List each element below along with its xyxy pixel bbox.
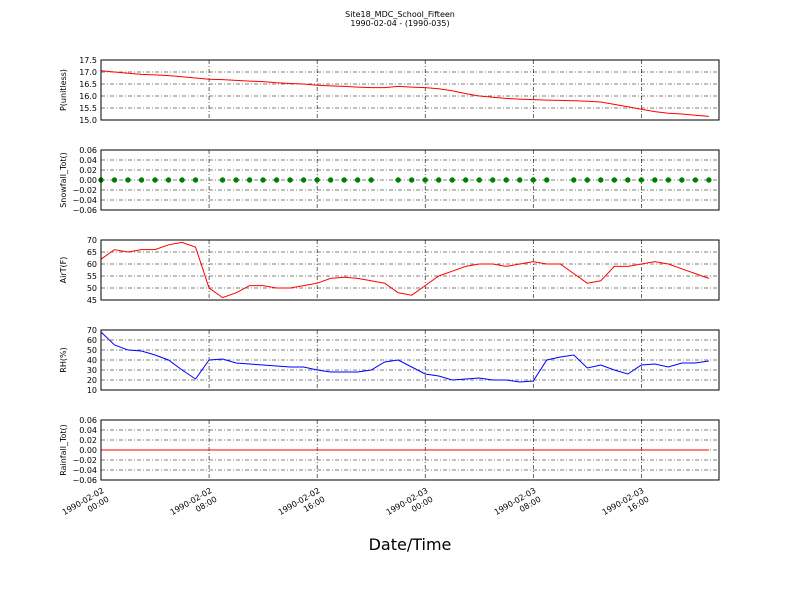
y-axis-label: AirT(F)	[59, 257, 68, 284]
data-point	[625, 177, 631, 183]
y-tick-label: 0.06	[79, 416, 97, 425]
y-tick-label: 50	[87, 284, 97, 293]
y-tick-label: −0.02	[72, 456, 97, 465]
data-point	[152, 177, 158, 183]
y-tick-label: 0.00	[79, 176, 97, 185]
y-tick-label: −0.04	[72, 466, 97, 475]
data-point	[368, 177, 374, 183]
data-point	[436, 177, 442, 183]
y-tick-label: 16.0	[79, 92, 97, 101]
data-point	[395, 177, 401, 183]
y-tick-label: 45	[87, 296, 97, 305]
data-point	[314, 177, 320, 183]
y-tick-label: 0.06	[79, 146, 97, 155]
y-axis-label: Rainfall_Tot()	[59, 424, 68, 476]
data-point	[233, 177, 239, 183]
data-point	[544, 177, 550, 183]
y-tick-label: 60	[87, 260, 97, 269]
data-point	[287, 177, 293, 183]
y-tick-label: 0.04	[79, 426, 97, 435]
y-tick-label: 17.0	[79, 68, 97, 77]
data-point	[354, 177, 361, 183]
y-tick-label: 0.04	[79, 156, 97, 165]
data-point	[490, 177, 496, 183]
data-point	[341, 177, 347, 183]
data-point	[679, 177, 685, 183]
chart-title: Site18_MDC_School_Fifteen	[345, 10, 455, 19]
data-point	[111, 177, 118, 183]
data-point	[165, 177, 172, 183]
y-tick-label: 40	[87, 356, 97, 365]
data-point	[300, 177, 307, 183]
plot-frame	[100, 59, 720, 121]
y-axis-label: P(unitless)	[59, 69, 68, 111]
data-line	[100, 70, 709, 117]
data-point	[408, 177, 415, 183]
data-point	[530, 177, 536, 183]
data-point	[125, 177, 131, 183]
data-point	[463, 177, 469, 183]
y-tick-label: −0.06	[72, 206, 97, 215]
data-point	[260, 177, 266, 183]
data-point	[327, 177, 334, 183]
plot-frame	[100, 419, 720, 481]
data-point	[219, 177, 226, 183]
y-tick-label: 60	[87, 336, 97, 345]
data-point	[476, 177, 482, 183]
y-tick-label: 16.5	[79, 80, 97, 89]
data-point	[584, 177, 590, 183]
chart-subtitle: 1990-02-04 - (1990-035)	[350, 19, 449, 28]
y-tick-label: 30	[87, 366, 97, 375]
y-tick-label: −0.04	[72, 196, 97, 205]
y-tick-label: 15.0	[79, 116, 97, 125]
y-tick-label: 70	[87, 326, 97, 335]
y-axis-label: RH(%)	[59, 347, 68, 372]
data-line	[100, 241, 710, 299]
y-tick-label: 0.00	[79, 446, 97, 455]
y-tick-label: 17.5	[79, 56, 97, 65]
y-tick-label: −0.02	[72, 186, 97, 195]
data-point	[138, 177, 145, 183]
plot-frame	[100, 239, 720, 301]
data-point	[192, 177, 199, 183]
data-point	[638, 177, 645, 183]
data-point	[503, 177, 509, 183]
y-tick-label: 70	[87, 236, 97, 245]
data-point	[273, 177, 280, 183]
y-tick-label: 0.02	[79, 436, 97, 445]
y-tick-label: 15.5	[79, 104, 97, 113]
data-point	[449, 177, 455, 183]
plot-frame	[100, 329, 720, 391]
data-point	[517, 177, 523, 183]
x-axis-label: Date/Time	[369, 535, 452, 554]
y-tick-label: −0.06	[72, 476, 97, 485]
y-tick-label: 65	[87, 248, 97, 257]
y-tick-label: 20	[87, 376, 97, 385]
data-point	[246, 177, 253, 183]
y-tick-label: 0.02	[79, 166, 97, 175]
plot-frame	[100, 149, 720, 211]
y-tick-label: 10	[87, 386, 97, 395]
data-point	[692, 177, 699, 183]
y-axis-label: Snowfall_Tot()	[59, 152, 68, 208]
data-point	[665, 177, 672, 183]
data-point	[179, 177, 185, 183]
data-point	[598, 177, 604, 183]
data-point	[652, 177, 658, 183]
data-point	[422, 177, 428, 183]
data-point	[571, 177, 577, 183]
data-point	[611, 177, 618, 183]
y-tick-label: 50	[87, 346, 97, 355]
y-tick-label: 55	[87, 272, 97, 281]
data-line	[100, 331, 709, 383]
data-point	[706, 177, 712, 183]
